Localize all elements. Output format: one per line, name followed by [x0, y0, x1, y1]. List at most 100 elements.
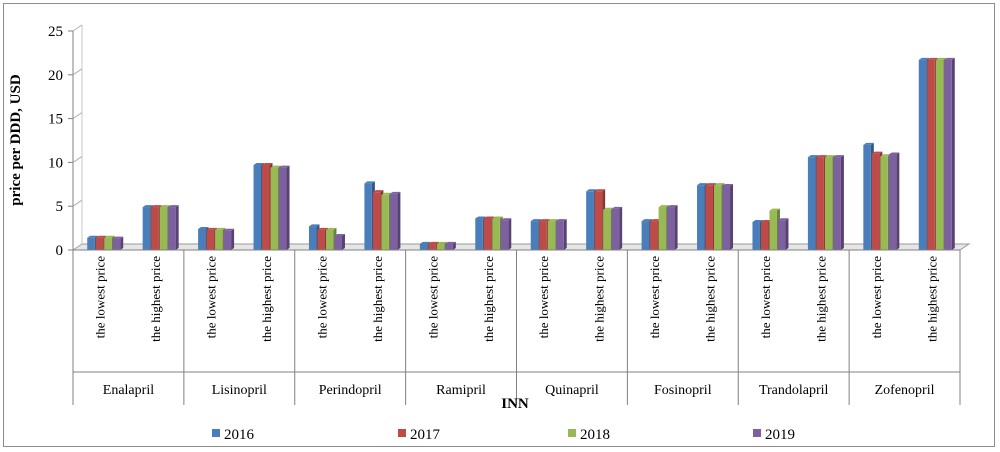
bar-top: [705, 183, 717, 186]
y-tick-depth: [72, 112, 83, 120]
bar-top: [752, 219, 763, 222]
bar-top: [871, 151, 883, 154]
bar-top: [104, 235, 115, 238]
bar-2018-3: [270, 167, 279, 250]
category-label: the lowest price: [425, 256, 440, 339]
bar-top: [918, 57, 930, 60]
bar-side: [785, 218, 789, 250]
bar-2017-8: [539, 221, 547, 250]
group-label: Zofenopril: [875, 383, 935, 398]
bar-2016-12: [752, 221, 760, 250]
bar-top: [880, 154, 891, 157]
bar-2018-2: [215, 229, 223, 250]
bar-top: [253, 163, 265, 166]
bar-side: [896, 152, 900, 250]
bar-top: [445, 241, 456, 244]
group-label: Perindopril: [319, 383, 382, 398]
bar-top: [611, 206, 623, 209]
bar-2019-9: [611, 208, 620, 250]
y-tick-label: 15: [48, 112, 63, 128]
bar-2017-1: [151, 207, 159, 250]
bar-top: [112, 236, 124, 239]
bar-side: [951, 57, 955, 250]
category-label: the lowest price: [647, 256, 662, 339]
bar-2018-12: [769, 210, 777, 250]
y-tick-depth: [72, 68, 83, 76]
bar-2016-7: [475, 218, 483, 250]
bar-side: [175, 205, 179, 250]
bar-side: [452, 241, 456, 250]
bar-2019-11: [722, 186, 731, 250]
bar-top: [142, 205, 154, 208]
bar-2018-1: [159, 207, 168, 250]
group-label: Ramipril: [436, 383, 486, 398]
y-tick-label: 10: [48, 155, 63, 171]
bar-2016-10: [641, 221, 650, 250]
y-tick-label: 20: [48, 68, 63, 84]
bar-2016-8: [530, 221, 539, 250]
bar-2017-10: [650, 221, 658, 250]
bar-2019-4: [334, 235, 342, 250]
bar-2019-5: [389, 193, 398, 250]
bar-2018-0: [104, 237, 112, 250]
category-label: the highest price: [813, 256, 828, 342]
bar-2019-2: [223, 230, 232, 250]
bar-top: [547, 219, 559, 222]
bar-top: [888, 152, 900, 155]
bar-top: [556, 219, 567, 222]
bar-top: [262, 163, 273, 166]
bar-2019-0: [112, 238, 121, 250]
bar-side: [674, 205, 678, 250]
category-label: the highest price: [370, 256, 385, 342]
bar-2018-8: [547, 221, 556, 250]
bar-2017-2: [206, 229, 215, 250]
bar-top: [334, 233, 345, 236]
legend-label: 2018: [580, 427, 610, 443]
category-label: the highest price: [703, 256, 718, 342]
bar-2017-3: [262, 165, 270, 250]
bar-2018-14: [880, 156, 888, 250]
bar-2019-10: [667, 207, 675, 250]
bar-top: [168, 205, 179, 208]
category-label: the lowest price: [758, 256, 773, 339]
bar-top: [714, 183, 725, 186]
bar-top: [586, 189, 597, 192]
bar-side: [120, 236, 124, 250]
bar-side: [508, 218, 512, 250]
category-label: the lowest price: [314, 256, 329, 339]
bar-side: [619, 206, 623, 250]
bar-side: [730, 184, 734, 250]
bar-2018-6: [436, 243, 445, 250]
bar-top: [317, 227, 328, 230]
bar-top: [389, 191, 401, 194]
bar-top: [95, 235, 107, 238]
bar-top: [215, 227, 226, 230]
bar-2016-9: [586, 191, 594, 250]
bar-top: [603, 207, 614, 210]
bar-top: [833, 155, 844, 158]
y-tick-label: 0: [56, 243, 64, 259]
bar-2017-5: [372, 192, 381, 250]
bar-2018-4: [325, 229, 334, 250]
bar-2016-13: [807, 157, 816, 250]
bar-top: [325, 227, 337, 230]
y-axis-title: price per DDD, USD: [8, 74, 24, 206]
bar-top: [87, 235, 98, 238]
y-tick-depth: [72, 155, 83, 163]
bar-side: [341, 233, 345, 250]
bar-top: [206, 227, 218, 230]
bar-top: [863, 142, 874, 145]
bar-top: [722, 184, 734, 187]
bar-top: [428, 241, 439, 244]
bar-top: [500, 218, 512, 221]
bar-2019-12: [777, 220, 786, 250]
y-tick-depth: [72, 199, 83, 207]
bar-2016-3: [253, 165, 262, 250]
x-axis-title: INN: [501, 396, 529, 412]
y-tick-label: 25: [48, 24, 63, 40]
bar-top: [935, 57, 947, 60]
bar-top: [270, 165, 282, 168]
group-label: Fosinopril: [654, 383, 712, 398]
bar-2018-11: [714, 185, 722, 250]
group-label: Trandolapril: [759, 383, 829, 398]
